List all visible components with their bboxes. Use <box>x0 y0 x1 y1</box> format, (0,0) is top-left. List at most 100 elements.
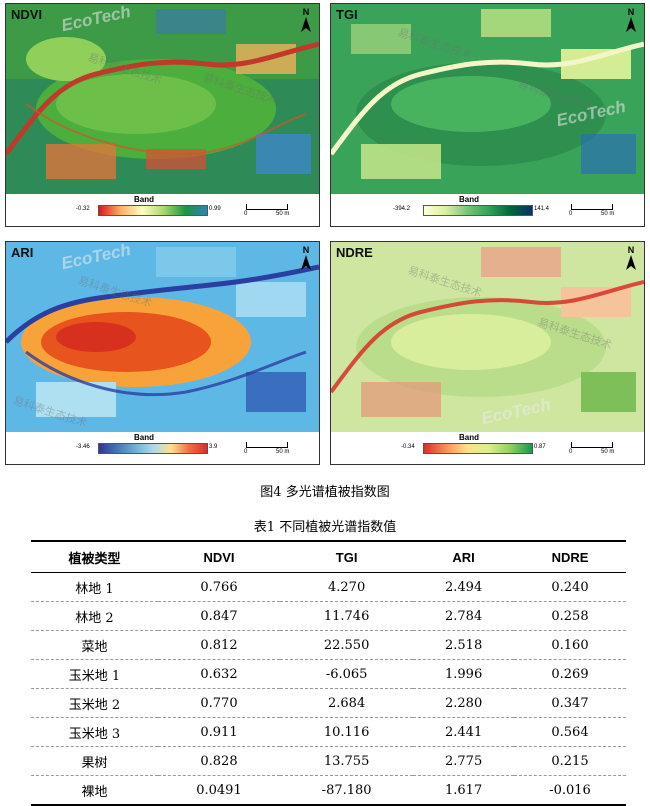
ari-color-bar <box>98 443 208 454</box>
table-cell: 0.215 <box>513 746 626 776</box>
ari-panel-title: ARI <box>11 245 34 260</box>
scale-bar: 0 50 m <box>569 202 615 217</box>
column-header: 植被类型 <box>31 540 158 573</box>
vegetation-index-table: 植被类型 NDVI TGI ARI NDRE 林地 1 0.766 4.270 … <box>31 540 626 806</box>
legend-max: 141.4 <box>534 206 550 212</box>
table-cell: -0.016 <box>513 775 626 806</box>
table-cell: 13.755 <box>279 746 414 776</box>
table-cell: 裸地 <box>31 775 158 806</box>
scale-start: 0 <box>244 211 248 217</box>
ndvi-map-panel: NDVI N EcoTech 易科泰生态技术 易科泰生态技术 Band -0.3… <box>5 3 320 227</box>
column-header: TGI <box>279 540 414 573</box>
legend-title: Band <box>459 195 479 204</box>
table-cell: 2.784 <box>413 601 514 631</box>
north-label: N <box>302 245 310 255</box>
ndvi-legend: Band -0.32 0.99 0 50 m <box>6 194 319 226</box>
table-cell: 0.911 <box>158 717 280 747</box>
table-header-row: 植被类型 NDVI TGI ARI NDRE <box>31 540 626 573</box>
table-cell: 果树 <box>31 746 158 776</box>
table-cell: 22.550 <box>279 630 414 660</box>
table-row: 玉米地 3 0.911 10.116 2.441 0.564 <box>31 717 626 747</box>
table-row: 果树 0.828 13.755 2.775 0.215 <box>31 746 626 776</box>
scale-start: 0 <box>244 449 248 455</box>
north-label: N <box>627 245 635 255</box>
table-cell: 0.564 <box>513 717 626 747</box>
table-cell: 林地 2 <box>31 601 158 631</box>
table-cell: 0.240 <box>513 572 626 602</box>
legend-title: Band <box>134 195 154 204</box>
ari-map-panel: ARI N EcoTech 易科泰生态技术 易科泰生态技术 Band -3.46… <box>5 241 320 465</box>
ndvi-map-image <box>6 4 319 194</box>
table-row: 林地 2 0.847 11.746 2.784 0.258 <box>31 601 626 631</box>
ari-map-image <box>6 242 319 432</box>
tgi-map-panel: TGI N EcoTech 易科泰生态技术 易科泰生态技术 Band -394.… <box>330 3 645 227</box>
tgi-panel-title: TGI <box>336 7 358 22</box>
table-cell: -87.180 <box>279 775 414 806</box>
table-caption: 表1 不同植被光谱指数值 <box>253 520 397 535</box>
table-row: 林地 1 0.766 4.270 2.494 0.240 <box>31 572 626 602</box>
scale-bar: 0 50 m <box>569 440 614 455</box>
table-cell: 0.770 <box>158 688 280 718</box>
table-cell: -6.065 <box>279 659 414 689</box>
table-cell: 11.746 <box>279 601 414 631</box>
north-arrow-icon: N <box>624 7 638 33</box>
table-cell: 0.828 <box>158 746 280 776</box>
legend-title: Band <box>459 433 479 442</box>
table-cell: 10.116 <box>279 717 414 747</box>
table-cell: 菜地 <box>31 630 158 660</box>
table-cell: 2.494 <box>413 572 514 602</box>
table-cell: 0.160 <box>513 630 626 660</box>
legend-max: 3.9 <box>209 444 218 450</box>
tgi-color-bar <box>423 205 533 216</box>
ari-map-graphic <box>6 242 319 432</box>
table-cell: 1.617 <box>413 775 514 806</box>
table-cell: 2.518 <box>413 630 514 660</box>
north-label: N <box>627 7 635 17</box>
north-label: N <box>302 7 310 17</box>
north-arrow-icon: N <box>299 245 313 271</box>
column-header: NDVI <box>158 540 280 573</box>
table-cell: 4.270 <box>279 572 414 602</box>
legend-title: Band <box>134 433 154 442</box>
table-row: 玉米地 2 0.770 2.684 2.280 0.347 <box>31 688 626 718</box>
ndre-legend: Band -0.34 0.87 0 50 m <box>331 432 644 464</box>
table-cell: 玉米地 1 <box>31 659 158 689</box>
legend-min: -3.46 <box>76 444 90 450</box>
table-cell: 0.812 <box>158 630 280 660</box>
table-row: 菜地 0.812 22.550 2.518 0.160 <box>31 630 626 660</box>
scale-bar: 0 50 m <box>244 202 290 217</box>
scale-end: 50 m <box>276 211 290 217</box>
tgi-map-graphic <box>331 4 644 194</box>
table-cell: 1.996 <box>413 659 514 689</box>
ndre-map-graphic <box>331 242 644 432</box>
table-cell: 玉米地 2 <box>31 688 158 718</box>
legend-min: -0.34 <box>401 444 415 450</box>
table-cell: 2.775 <box>413 746 514 776</box>
table-cell: 林地 1 <box>31 572 158 602</box>
table-cell: 0.766 <box>158 572 280 602</box>
table-cell: 2.280 <box>413 688 514 718</box>
ndvi-color-bar <box>98 205 208 216</box>
scale-end: 50 m <box>601 211 615 217</box>
ndre-color-bar <box>423 443 533 454</box>
table-cell: 0.847 <box>158 601 280 631</box>
column-header: ARI <box>413 540 514 573</box>
ndre-panel-title: NDRE <box>336 245 373 260</box>
scale-start: 0 <box>569 449 573 455</box>
table-cell: 0.269 <box>513 659 626 689</box>
ndre-map-panel: NDRE N EcoTech 易科泰生态技术 易科泰生态技术 Band -0.3… <box>330 241 645 465</box>
scale-end: 50 m <box>276 449 290 455</box>
table-cell: 0.0491 <box>158 775 280 806</box>
legend-min: -0.32 <box>76 206 90 212</box>
ndvi-map-graphic <box>6 4 319 194</box>
north-arrow-icon: N <box>299 7 313 33</box>
table-cell: 2.684 <box>279 688 414 718</box>
table-cell: 0.632 <box>158 659 280 689</box>
legend-max: 0.99 <box>209 206 221 212</box>
table-row: 裸地 0.0491 -87.180 1.617 -0.016 <box>31 775 626 806</box>
tgi-map-image <box>331 4 644 194</box>
table-row: 玉米地 1 0.632 -6.065 1.996 0.269 <box>31 659 626 689</box>
table-cell: 2.441 <box>413 717 514 747</box>
table-cell: 0.347 <box>513 688 626 718</box>
table-cell: 玉米地 3 <box>31 717 158 747</box>
